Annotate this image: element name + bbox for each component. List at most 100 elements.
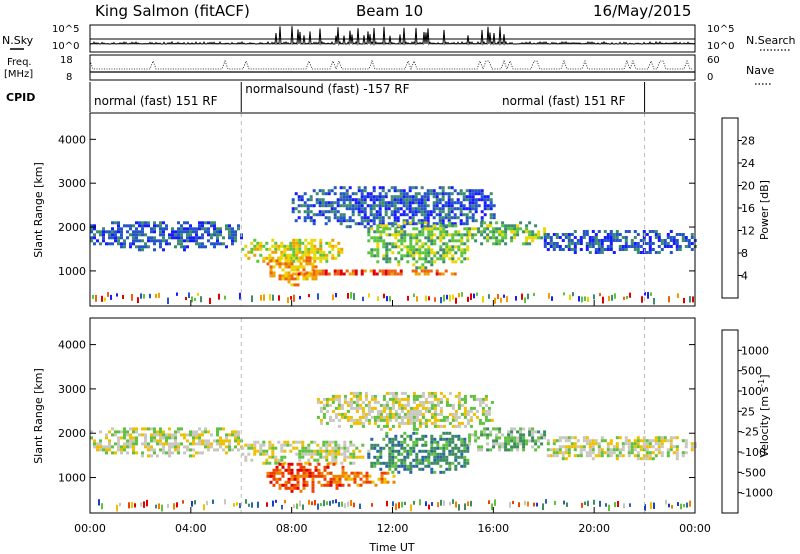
range-cell <box>463 412 467 416</box>
range-cell <box>331 397 335 401</box>
range-cell <box>269 259 273 263</box>
range-cell <box>132 230 135 234</box>
range-cell <box>430 263 434 267</box>
range-cell <box>378 198 382 202</box>
range-cell <box>316 449 320 453</box>
range-cell <box>480 433 484 437</box>
range-cell <box>451 239 455 243</box>
range-cell <box>438 216 442 220</box>
range-cell <box>325 449 329 453</box>
range-cell <box>269 274 273 278</box>
range-cell <box>615 448 619 452</box>
range-cell <box>355 409 359 413</box>
range-cell <box>162 436 165 440</box>
range-cell <box>237 227 240 231</box>
range-cell <box>111 221 114 225</box>
range-cell <box>519 221 523 225</box>
range-cell <box>233 503 235 507</box>
range-cell <box>372 213 376 217</box>
colorbar-tick-label: 8 <box>741 247 748 260</box>
range-cell <box>301 253 305 257</box>
range-cell <box>442 394 446 398</box>
range-cell <box>445 440 449 444</box>
range-cell <box>380 477 384 481</box>
range-cell <box>463 400 467 404</box>
range-cell <box>555 439 559 443</box>
range-cell <box>421 461 425 465</box>
range-cell <box>435 195 439 199</box>
range-cell <box>348 219 352 223</box>
range-cell <box>351 192 355 196</box>
range-cell <box>305 259 309 263</box>
range-cell <box>277 247 281 251</box>
range-cell <box>684 245 688 248</box>
range-cell <box>421 227 425 231</box>
range-cell <box>384 272 388 276</box>
range-cell <box>309 210 313 214</box>
range-cell <box>424 440 428 444</box>
range-cell <box>312 213 316 217</box>
range-cell <box>272 474 276 478</box>
range-cell <box>608 504 610 512</box>
range-cell <box>512 500 514 505</box>
range-cell <box>294 272 298 276</box>
range-cell <box>284 262 288 266</box>
range-cell <box>237 436 240 440</box>
range-cell <box>355 391 359 395</box>
range-cell <box>331 244 335 248</box>
range-cell <box>474 436 478 440</box>
range-cell <box>250 241 254 245</box>
range-cell <box>498 239 502 243</box>
range-cell <box>450 186 454 190</box>
range-cell <box>497 294 499 300</box>
range-cell <box>427 458 431 462</box>
x-tick-label: 08:00 <box>276 522 308 535</box>
range-cell <box>471 216 475 220</box>
range-cell <box>348 216 352 220</box>
range-cell <box>297 216 301 220</box>
range-cell <box>432 216 436 220</box>
range-cell <box>543 236 547 239</box>
range-cell <box>385 227 389 231</box>
range-cell <box>357 201 361 205</box>
range-cell <box>402 189 406 193</box>
power-y-axis-label: Slant Range [km] <box>32 162 45 258</box>
range-cell <box>391 461 395 465</box>
range-cell <box>442 431 446 435</box>
range-cell <box>633 242 637 245</box>
range-cell <box>436 458 440 462</box>
range-cell <box>311 274 315 278</box>
range-cell <box>259 449 263 453</box>
range-cell <box>624 242 628 245</box>
range-cell <box>409 464 413 468</box>
range-cell <box>366 216 370 220</box>
range-cell <box>379 236 383 240</box>
range-cell <box>153 242 156 246</box>
range-cell <box>298 241 302 245</box>
range-cell <box>629 292 631 298</box>
range-cell <box>303 201 307 205</box>
range-cell <box>138 239 141 243</box>
range-cell <box>439 224 443 228</box>
range-cell <box>394 397 398 401</box>
range-cell <box>367 452 371 456</box>
range-cell <box>384 204 388 208</box>
range-cell <box>96 445 99 449</box>
range-cell <box>522 445 526 449</box>
range-cell <box>201 221 204 225</box>
range-cell <box>347 293 349 299</box>
range-cell <box>477 230 481 234</box>
range-cell <box>290 268 294 272</box>
range-cell <box>451 403 455 407</box>
range-cell <box>663 239 667 242</box>
range-cell <box>331 449 335 453</box>
range-cell <box>436 400 440 404</box>
range-cell <box>204 430 207 434</box>
range-cell <box>138 245 141 249</box>
range-cell <box>307 247 311 251</box>
range-cell <box>424 227 428 231</box>
range-cell <box>320 483 324 487</box>
range-cell <box>201 442 204 446</box>
range-cell <box>609 451 613 455</box>
range-cell <box>144 224 147 228</box>
